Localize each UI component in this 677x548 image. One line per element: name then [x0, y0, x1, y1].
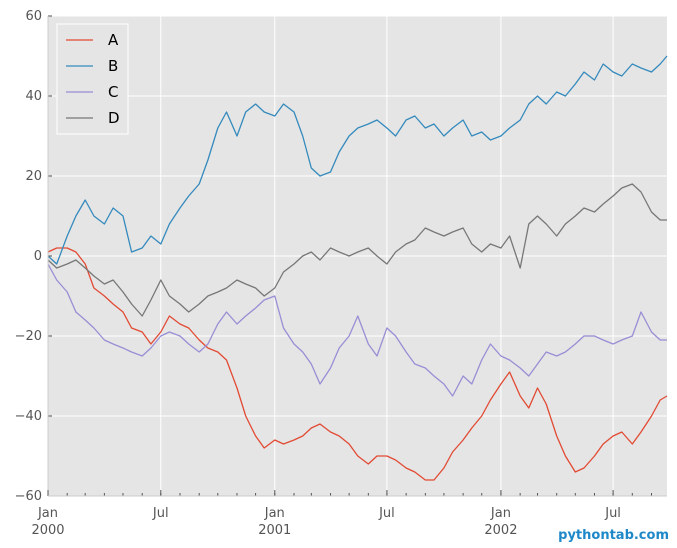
- series-layer: [47, 55, 668, 481]
- y-tick-label: 0: [34, 249, 42, 264]
- y-tick-label: −60: [15, 489, 42, 504]
- y-tick-label: 60: [25, 9, 42, 24]
- series-line-d: [47, 183, 667, 317]
- x-tick-label: Jul: [378, 506, 395, 521]
- watermark: pythontab.com: [558, 528, 669, 543]
- x-tick-year-label: 2001: [258, 523, 291, 538]
- legend-label: D: [108, 109, 120, 127]
- y-tick-label: −20: [15, 329, 42, 344]
- x-tick-label: Jan: [37, 506, 58, 521]
- x-tick-year-label: 2002: [484, 523, 517, 538]
- legend-label: A: [108, 31, 119, 49]
- x-tick-label: Jul: [604, 506, 621, 521]
- y-tick-label: 40: [25, 89, 42, 104]
- series-line-c: [47, 263, 667, 397]
- x-tick-label: Jan: [490, 506, 511, 521]
- x-tick-label: Jan: [264, 506, 285, 521]
- legend-box: [56, 23, 129, 135]
- series-line-b: [47, 55, 668, 265]
- y-tick-label: 20: [25, 169, 42, 184]
- y-tick-label: −40: [15, 409, 42, 424]
- legend-label: C: [108, 83, 118, 101]
- y-axis: 60 40 20 0 −20 −40 −60: [15, 9, 52, 504]
- series-line-a: [47, 247, 668, 481]
- legend-label: B: [108, 57, 118, 75]
- x-tick-label: Jul: [152, 506, 169, 521]
- x-axis: Jan 2000 Jul Jan 2001 Jul Jan 2002 Jul: [31, 490, 667, 538]
- x-tick-year-label: 2000: [31, 523, 64, 538]
